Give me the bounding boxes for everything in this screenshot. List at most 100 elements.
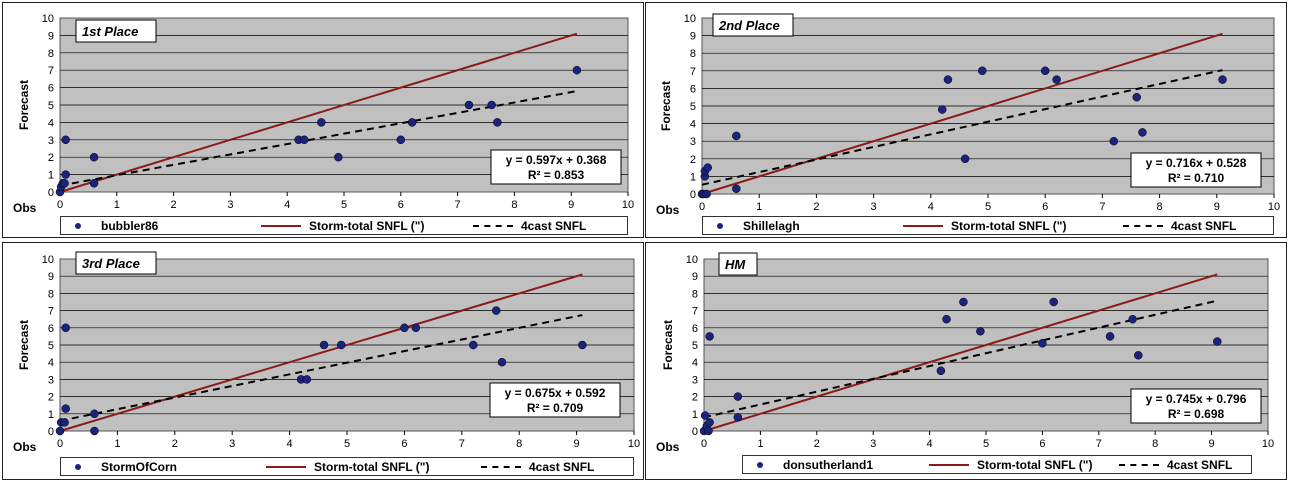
x-tick-label: 9: [1209, 438, 1215, 450]
data-point: [1109, 136, 1119, 146]
legend-item-trend: 4cast SNFL: [1123, 217, 1236, 234]
regression-equation: y = 0.745x + 0.796: [1146, 392, 1247, 406]
panel-title: 1st Place: [82, 24, 138, 39]
x-tick-label: 7: [455, 199, 461, 211]
data-point: [1132, 92, 1141, 102]
regression-frame: [490, 149, 622, 185]
y-tick-label: 2: [690, 154, 696, 166]
y-tick-label: 10: [686, 254, 698, 266]
y-tick-label: 0: [48, 426, 54, 438]
regression-equation: y = 0.597x + 0.368: [506, 153, 607, 167]
y-tick-label: 1: [690, 171, 696, 183]
trend-line: [701, 69, 1223, 186]
legend-trend-label: 4cast SNFL: [529, 459, 595, 474]
x-tick-label: 2: [172, 438, 178, 450]
legend-storm-label: Storm-total SNFL ("): [977, 457, 1093, 472]
legend-3rd-place: StormOfCorn Storm-total SNFL (") 4cast S…: [60, 457, 634, 476]
y-tick-label: 8: [692, 288, 698, 300]
y-axis-label: Forecast: [17, 80, 31, 130]
legend-storm-label: Storm-total SNFL ("): [309, 218, 425, 233]
x-tick-label: 10: [1262, 438, 1274, 450]
y-tick-label: 0: [48, 187, 54, 199]
x-tick-label: 5: [985, 201, 991, 213]
data-point: [702, 189, 711, 199]
data-point: [493, 118, 502, 127]
x-tick-label: 7: [1099, 201, 1105, 213]
y-tick-label: 10: [684, 13, 696, 25]
data-point: [936, 366, 946, 376]
y-tick-label: 3: [48, 374, 54, 386]
chart-3rd-place: 0 1 2 3 4 5 6 7 8 9 10 0 1 2 3 4 5 6 7 8 9 10 Forecast Obs 3rd P…: [13, 251, 640, 454]
data-point: [487, 100, 496, 110]
r-squared: R² = 0.710: [1168, 171, 1225, 185]
legend-line-symbol: [929, 463, 969, 466]
legend-item-points: donsutherland1: [751, 456, 873, 473]
y-tick-label: 7: [48, 306, 54, 318]
title-frame: [75, 251, 157, 275]
x-tick-label: 5: [341, 199, 347, 211]
data-point: [1138, 128, 1147, 137]
y-tick-label: 6: [48, 83, 54, 95]
legend-item-storm: Storm-total SNFL ("): [929, 456, 1092, 473]
x-tick-label: 5: [344, 438, 350, 450]
x-tick-label: 8: [1157, 201, 1163, 213]
x-tick-label: 0: [699, 201, 705, 213]
y-tick-label: 1: [48, 409, 54, 421]
data-point: [411, 323, 421, 333]
legend-item-trend: 4cast SNFL: [1119, 456, 1232, 473]
legend-trend-label: 4cast SNFL: [521, 218, 587, 233]
data-point: [90, 409, 99, 419]
x-axis-label: Obs: [656, 203, 680, 217]
data-point: [61, 170, 70, 179]
legend-storm-label: Storm-total SNFL ("): [951, 218, 1067, 233]
legend-dot-symbol: [717, 222, 723, 229]
x-tick-label: 2: [171, 199, 177, 211]
x-tick-label: 9: [1214, 201, 1220, 213]
y-tick-label: 9: [48, 30, 54, 42]
data-point: [396, 135, 406, 145]
data-point: [1052, 75, 1061, 84]
x-tick-label: 6: [1042, 201, 1048, 213]
regression-frame: [1130, 388, 1262, 424]
data-point: [578, 340, 587, 350]
legend-points-label: Shillelagh: [743, 218, 800, 233]
y-tick-label: 4: [48, 117, 54, 129]
data-point: [700, 411, 710, 420]
data-point: [491, 306, 501, 315]
regression-frame: [489, 382, 621, 418]
storm-total-line: [59, 273, 583, 432]
legend-item-points: Shillelagh: [711, 217, 800, 234]
y-tick-label: 1: [48, 170, 54, 182]
y-tick-label: 5: [690, 101, 696, 113]
y-tick-label: 5: [48, 340, 54, 352]
x-tick-label: 2: [813, 201, 819, 213]
legend-item-storm: Storm-total SNFL ("): [266, 458, 429, 475]
x-tick-label: 3: [871, 201, 877, 213]
data-point: [89, 152, 99, 162]
x-tick-label: 1: [114, 199, 120, 211]
data-point: [55, 426, 65, 436]
legend-trend-label: 4cast SNFL: [1171, 218, 1237, 233]
x-tick-label: 4: [927, 438, 933, 450]
x-tick-label: 7: [1096, 438, 1102, 450]
data-point: [1212, 337, 1222, 346]
y-tick-label: 9: [48, 271, 54, 283]
legend-line-symbol: [903, 224, 943, 227]
storm-total-line: [59, 32, 578, 193]
data-point: [959, 297, 968, 307]
x-tick-label: 5: [983, 438, 989, 450]
x-tick-label: 9: [568, 199, 574, 211]
y-tick-label: 8: [690, 48, 696, 60]
panel-title: 2nd Place: [718, 18, 780, 33]
data-point: [703, 163, 712, 172]
legend-item-storm: Storm-total SNFL ("): [261, 217, 424, 234]
data-point: [299, 135, 309, 145]
legend-trend-label: 4cast SNFL: [1167, 457, 1233, 472]
y-tick-label: 7: [48, 65, 54, 77]
x-tick-label: 0: [57, 438, 63, 450]
data-point: [572, 65, 582, 75]
x-axis-label: Obs: [13, 440, 37, 454]
x-tick-label: 4: [284, 199, 290, 211]
x-tick-label: 2: [814, 438, 820, 450]
